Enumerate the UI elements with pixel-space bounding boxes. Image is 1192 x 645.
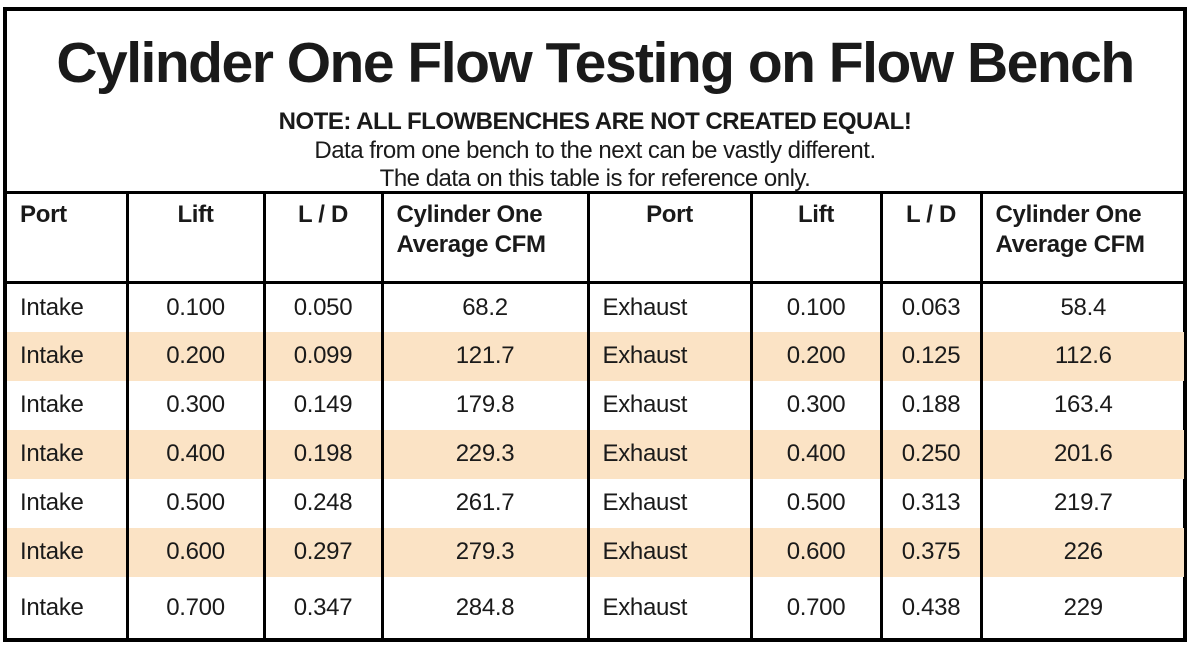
header-ld-intake: L / D xyxy=(262,191,384,284)
header-ld-exhaust: L / D xyxy=(879,191,983,284)
table-cell: 0.438 xyxy=(879,576,983,640)
table-cell: 0.375 xyxy=(879,527,983,577)
table-cell: 284.8 xyxy=(380,576,590,640)
table-cell: Intake xyxy=(7,380,129,430)
title-section: Cylinder One Flow Testing on Flow Bench … xyxy=(7,11,1183,193)
table-cell: 0.100 xyxy=(749,282,883,332)
table-cell: 58.4 xyxy=(979,282,1184,332)
table-cell: 0.300 xyxy=(749,380,883,430)
table-cell: 0.248 xyxy=(262,478,384,528)
table-cell: 0.297 xyxy=(262,527,384,577)
table-cell: 0.063 xyxy=(879,282,983,332)
table-cell: 0.347 xyxy=(262,576,384,640)
table-cell: 0.149 xyxy=(262,380,384,430)
note-line-2: The data on this table is for reference … xyxy=(379,165,811,193)
table-cell: 0.200 xyxy=(749,331,883,381)
table-cell: 229.3 xyxy=(380,429,590,479)
table-cell: 0.100 xyxy=(125,282,266,332)
page-frame: Cylinder One Flow Testing on Flow Bench … xyxy=(3,7,1187,642)
table-cell: 229 xyxy=(979,576,1184,640)
table-cell: 112.6 xyxy=(979,331,1184,381)
table-cell: 0.500 xyxy=(125,478,266,528)
table-cell: 0.188 xyxy=(879,380,983,430)
table-cell: Exhaust xyxy=(586,527,753,577)
table-cell: 0.600 xyxy=(749,527,883,577)
header-lift-exhaust: Lift xyxy=(749,191,883,284)
note-heading: NOTE: ALL FLOWBENCHES ARE NOT CREATED EQ… xyxy=(278,108,912,136)
table-cell: 201.6 xyxy=(979,429,1184,479)
table-cell: 0.198 xyxy=(262,429,384,479)
table-cell: Intake xyxy=(7,478,129,528)
table-cell: 0.300 xyxy=(125,380,266,430)
header-port-exhaust: Port xyxy=(586,191,753,284)
table-cell: Intake xyxy=(7,282,129,332)
table-cell: 279.3 xyxy=(380,527,590,577)
table-row: Intake 0.200 0.099 121.7 Exhaust 0.200 0.125 11… xyxy=(7,331,1184,381)
table-cell: Exhaust xyxy=(586,478,753,528)
table-row: Intake 0.500 0.248 261.7 Exhaust 0.500 0.313 21… xyxy=(7,478,1184,528)
header-cfm-intake: Cylinder One Average CFM xyxy=(380,191,590,284)
table-cell: 68.2 xyxy=(380,282,590,332)
header-lift-intake: Lift xyxy=(125,191,266,284)
table-cell: 163.4 xyxy=(979,380,1184,430)
table-cell: 219.7 xyxy=(979,478,1184,528)
table-cell: 179.8 xyxy=(380,380,590,430)
header-port-intake: Port xyxy=(7,191,129,284)
table-cell: 0.400 xyxy=(749,429,883,479)
note-line-1: Data from one bench to the next can be v… xyxy=(314,136,876,164)
table-cell: 0.313 xyxy=(879,478,983,528)
table-cell: Exhaust xyxy=(586,380,753,430)
table-cell: Intake xyxy=(7,331,129,381)
page-title: Cylinder One Flow Testing on Flow Bench xyxy=(56,31,1135,95)
table-row: Intake 0.100 0.050 68.2 Exhaust 0.100 0.063 58.… xyxy=(7,282,1184,332)
table-cell: 0.400 xyxy=(125,429,266,479)
table-row: Intake 0.600 0.297 279.3 Exhaust 0.600 0.375 22… xyxy=(7,527,1184,577)
table-cell: Exhaust xyxy=(586,331,753,381)
table-cell: 226 xyxy=(979,527,1184,577)
table-cell: 0.600 xyxy=(125,527,266,577)
header-cfm-exhaust: Cylinder One Average CFM xyxy=(979,191,1184,284)
table-cell: 0.050 xyxy=(262,282,384,332)
table-header-row: Port Lift L / D Cylinder One Average CFM… xyxy=(7,191,1184,284)
table-cell: 0.700 xyxy=(125,576,266,640)
table-cell: Intake xyxy=(7,429,129,479)
table-cell: 0.250 xyxy=(879,429,983,479)
table-cell: Intake xyxy=(7,576,129,640)
table-row: Intake 0.700 0.347 284.8 Exhaust 0.700 0.438 22… xyxy=(7,576,1184,640)
table-cell: Intake xyxy=(7,527,129,577)
table-cell: Exhaust xyxy=(586,429,753,479)
table-cell: 121.7 xyxy=(380,331,590,381)
table-row: Intake 0.400 0.198 229.3 Exhaust 0.400 0.250 20… xyxy=(7,429,1184,479)
table-cell: 0.700 xyxy=(749,576,883,640)
table-cell: Exhaust xyxy=(586,282,753,332)
table-cell: 0.099 xyxy=(262,331,384,381)
table-row: Intake 0.300 0.149 179.8 Exhaust 0.300 0.188 16… xyxy=(7,380,1184,430)
table-cell: Exhaust xyxy=(586,576,753,640)
table-body: Intake 0.100 0.050 68.2 Exhaust 0.100 0.063 58.… xyxy=(7,282,1184,640)
table-cell: 0.200 xyxy=(125,331,266,381)
flow-data-table: Port Lift L / D Cylinder One Average CFM… xyxy=(7,191,1184,640)
table-cell: 0.125 xyxy=(879,331,983,381)
table-cell: 0.500 xyxy=(749,478,883,528)
table-cell: 261.7 xyxy=(380,478,590,528)
